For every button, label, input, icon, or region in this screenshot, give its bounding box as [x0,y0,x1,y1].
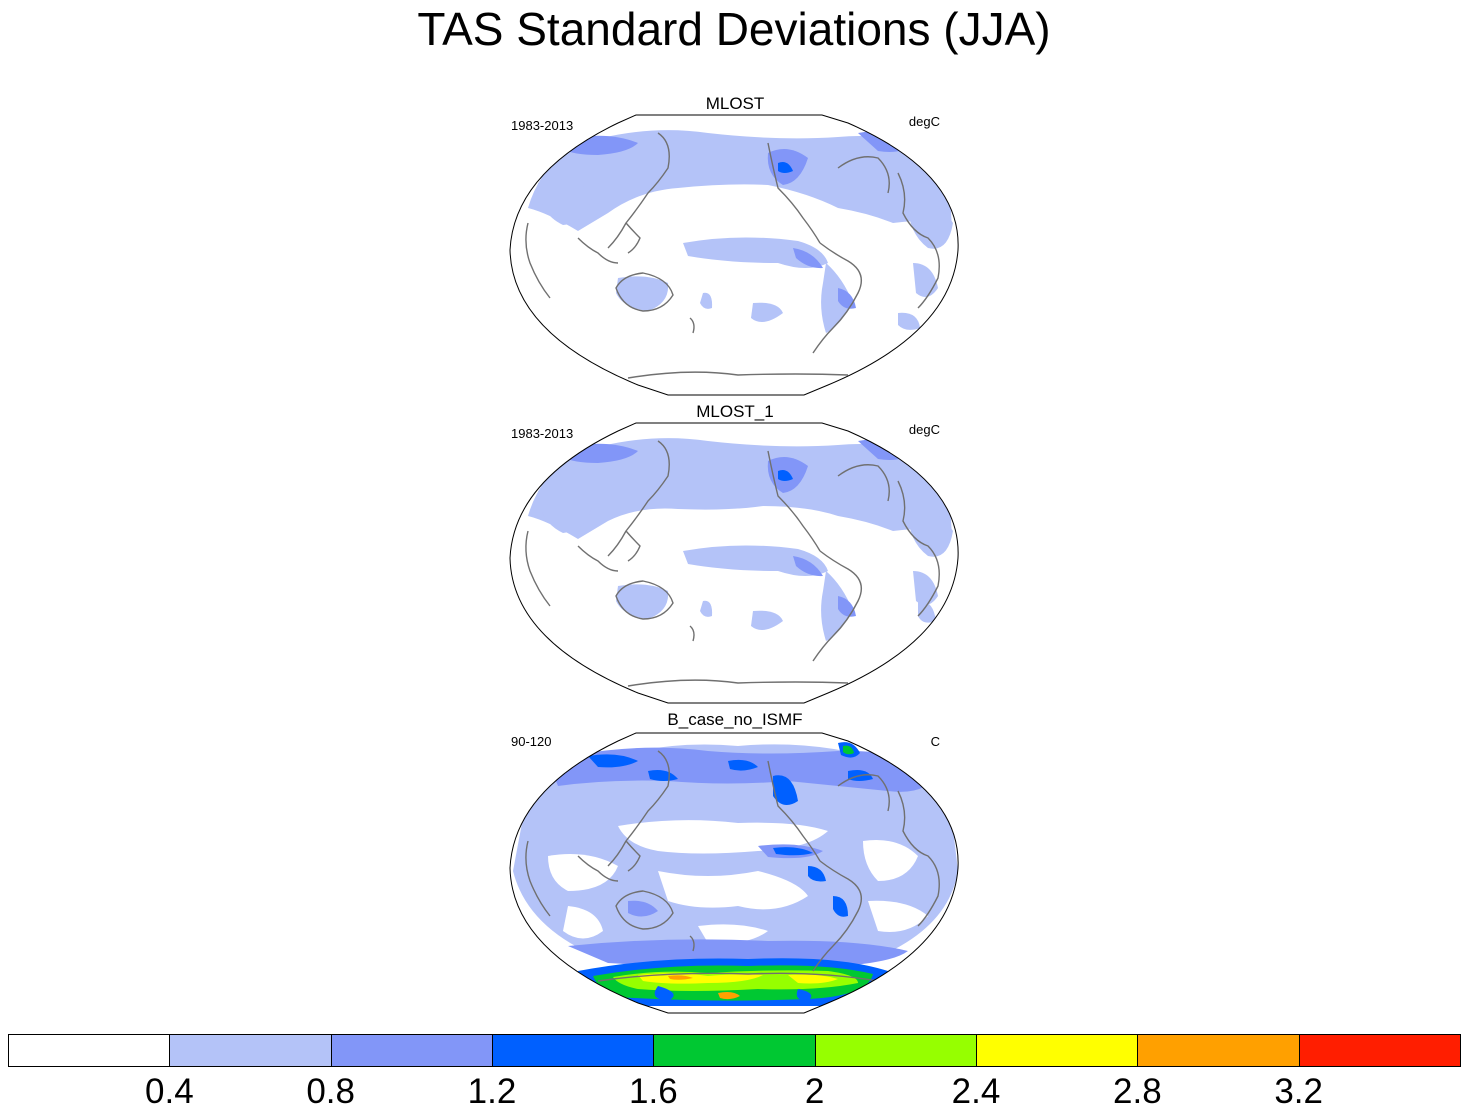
world-map [509,732,959,1014]
panel-title: B_case_no_ISMF [667,710,803,729]
colorbar-box [492,1034,655,1067]
panel-title: MLOST [705,94,765,113]
figure-title: TAS Standard Deviations (JJA) [417,3,1051,55]
colorbar-tick-label: 2.4 [951,1072,1001,1111]
panel-period-label: 1983-2013 [511,426,574,441]
colorbar-tick-label: 3.2 [1274,1072,1323,1111]
panel-period-label: 90-120 [511,734,552,749]
colorbar-tick-label: 0.8 [306,1072,355,1111]
colorbar-box [976,1034,1139,1067]
colorbar-tick-label: 1.6 [629,1072,678,1111]
panel-units-label: C [930,734,940,749]
panel-period-label: 1983-2013 [511,118,574,133]
colorbar-box [8,1034,171,1067]
colorbar [8,1034,1461,1069]
colorbar-box [814,1034,977,1067]
colorbar-tick-label: 2 [804,1072,825,1111]
colorbar-tick-label: 1.2 [467,1072,517,1111]
colorbar-tick-label: 0.4 [145,1072,194,1111]
colorbar-box [330,1034,493,1067]
colorbar-box [1298,1034,1461,1067]
panel-units-label: degC [908,422,940,437]
colorbar-tick-label: 2.8 [1113,1072,1162,1111]
panel-title: MLOST_1 [696,402,774,421]
world-map [509,114,959,396]
world-map [509,422,959,704]
colorbar-box [169,1034,332,1067]
colorbar-box [653,1034,816,1067]
panel-units-label: degC [908,114,940,129]
colorbar-box [1137,1034,1300,1067]
